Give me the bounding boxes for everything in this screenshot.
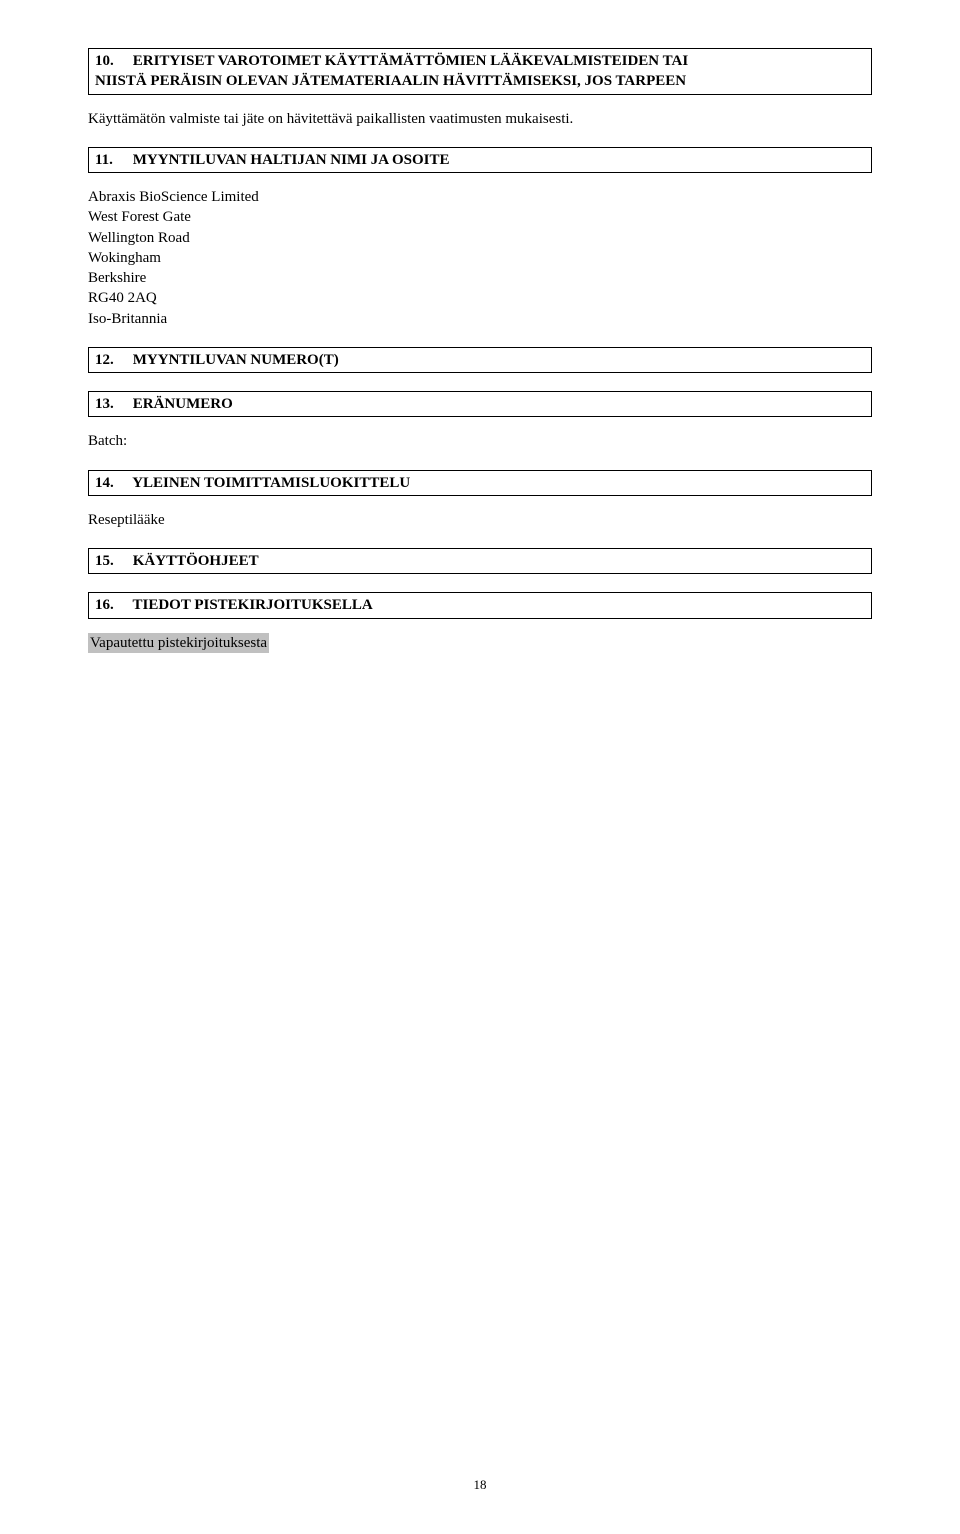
section-11-header: 11. MYYNTILUVAN HALTIJAN NIMI JA OSOITE [88, 147, 872, 173]
section-15-num: 15. [95, 551, 129, 571]
section-11-num: 11. [95, 150, 129, 170]
section-11-address: Abraxis BioScience Limited West Forest G… [88, 187, 872, 329]
section-14-header: 14. YLEINEN TOIMITTAMISLUOKITTELU [88, 470, 872, 496]
section-12-num: 12. [95, 350, 129, 370]
address-line: Berkshire [88, 268, 872, 288]
address-line: Iso-Britannia [88, 309, 872, 329]
section-13-body: Batch: [88, 431, 872, 451]
address-line: Wokingham [88, 248, 872, 268]
section-13-num: 13. [95, 394, 129, 414]
section-12-title: MYYNTILUVAN NUMERO(T) [133, 352, 339, 368]
section-15-header: 15. KÄYTTÖOHJEET [88, 548, 872, 574]
section-14-title: YLEINEN TOIMITTAMISLUOKITTELU [132, 475, 410, 491]
address-line: West Forest Gate [88, 207, 872, 227]
address-line: RG40 2AQ [88, 288, 872, 308]
section-13-header: 13. ERÄNUMERO [88, 391, 872, 417]
page-number: 18 [0, 1476, 960, 1494]
section-14-num: 14. [95, 473, 129, 493]
section-16-title: TIEDOT PISTEKIRJOITUKSELLA [132, 597, 372, 613]
section-16-header: 16. TIEDOT PISTEKIRJOITUKSELLA [88, 592, 872, 618]
section-10-header: 10. ERITYISET VAROTOIMET KÄYTTÄMÄTTÖMIEN… [88, 48, 872, 95]
section-13-title: ERÄNUMERO [133, 396, 233, 412]
section-12-header: 12. MYYNTILUVAN NUMERO(T) [88, 347, 872, 373]
address-line: Abraxis BioScience Limited [88, 187, 872, 207]
section-10-num: 10. [95, 51, 129, 71]
section-14-body: Reseptilääke [88, 510, 872, 530]
section-16-body-wrap: Vapautettu pistekirjoituksesta [88, 633, 872, 653]
address-line: Wellington Road [88, 228, 872, 248]
section-10-title-line2: NIISTÄ PERÄISIN OLEVAN JÄTEMATERIAALIN H… [95, 73, 686, 89]
section-10-title-line1: ERITYISET VAROTOIMET KÄYTTÄMÄTTÖMIEN LÄÄ… [133, 53, 688, 69]
section-16-body: Vapautettu pistekirjoituksesta [88, 633, 269, 653]
section-10-body: Käyttämätön valmiste tai jäte on hävitet… [88, 109, 872, 129]
section-11-title: MYYNTILUVAN HALTIJAN NIMI JA OSOITE [133, 152, 450, 168]
section-15-title: KÄYTTÖOHJEET [133, 553, 259, 569]
section-16-num: 16. [95, 595, 129, 615]
